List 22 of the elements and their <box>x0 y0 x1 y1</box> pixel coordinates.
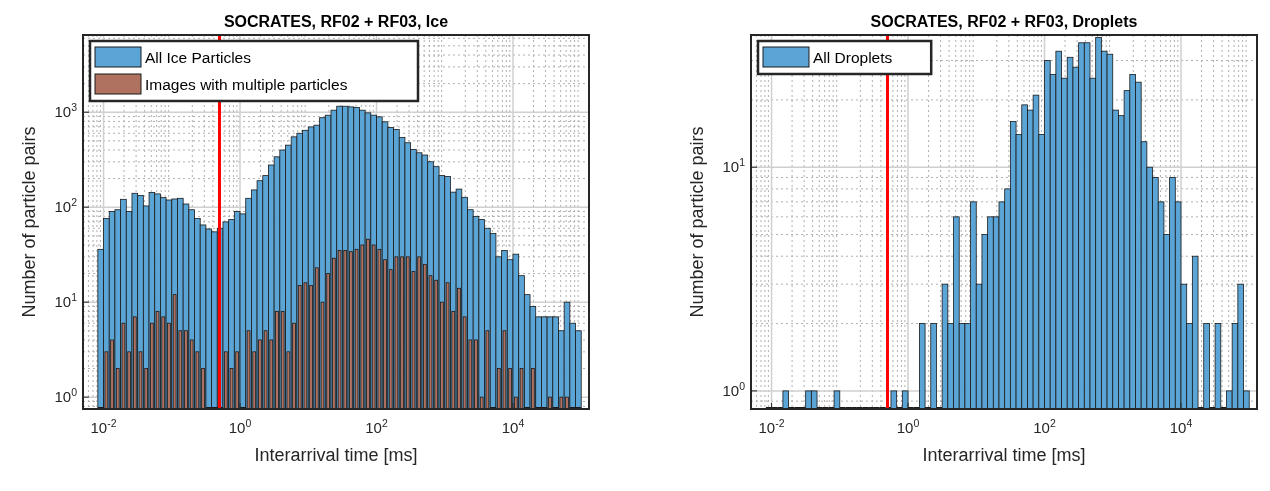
x-tick-label: 10$^{4}$ <box>1169 417 1193 436</box>
chart-title: SOCRATES, RF02 + RF03, Droplets <box>870 13 1138 30</box>
x-tick-label: 10$^{-2}$ <box>90 417 117 436</box>
x-tick-label: 10$^{0}$ <box>896 417 920 436</box>
chart-title: SOCRATES, RF02 + RF03, Ice <box>223 13 449 30</box>
x-tick-label: 10$^{2}$ <box>1033 417 1056 436</box>
x-tick-label: 10$^{-2}$ <box>758 417 785 436</box>
legend-label: Images with multiple particles <box>145 76 348 93</box>
legend-label: All Ice Particles <box>145 49 252 66</box>
y-tick-label: 10$^{1}$ <box>54 291 78 311</box>
y-tick-label: 10$^{1}$ <box>722 156 746 176</box>
x-tick-label: 10$^{0}$ <box>228 417 252 436</box>
x-tick-label: 10$^{2}$ <box>365 417 388 436</box>
y-tick-label: 10$^{0}$ <box>54 386 78 406</box>
y-tick-label: 10$^{3}$ <box>54 101 78 121</box>
x-axis-title: Interarrival time [ms] <box>922 445 1086 465</box>
y-axis-title: Number of particle pairs <box>687 126 707 318</box>
legend-label: All Droplets <box>813 49 893 66</box>
x-axis-title: Interarrival time [ms] <box>254 445 418 465</box>
x-tick-label: 10$^{4}$ <box>501 417 525 436</box>
y-axis-title: Number of particle pairs <box>19 126 39 318</box>
y-tick-label: 10$^{2}$ <box>54 196 78 216</box>
